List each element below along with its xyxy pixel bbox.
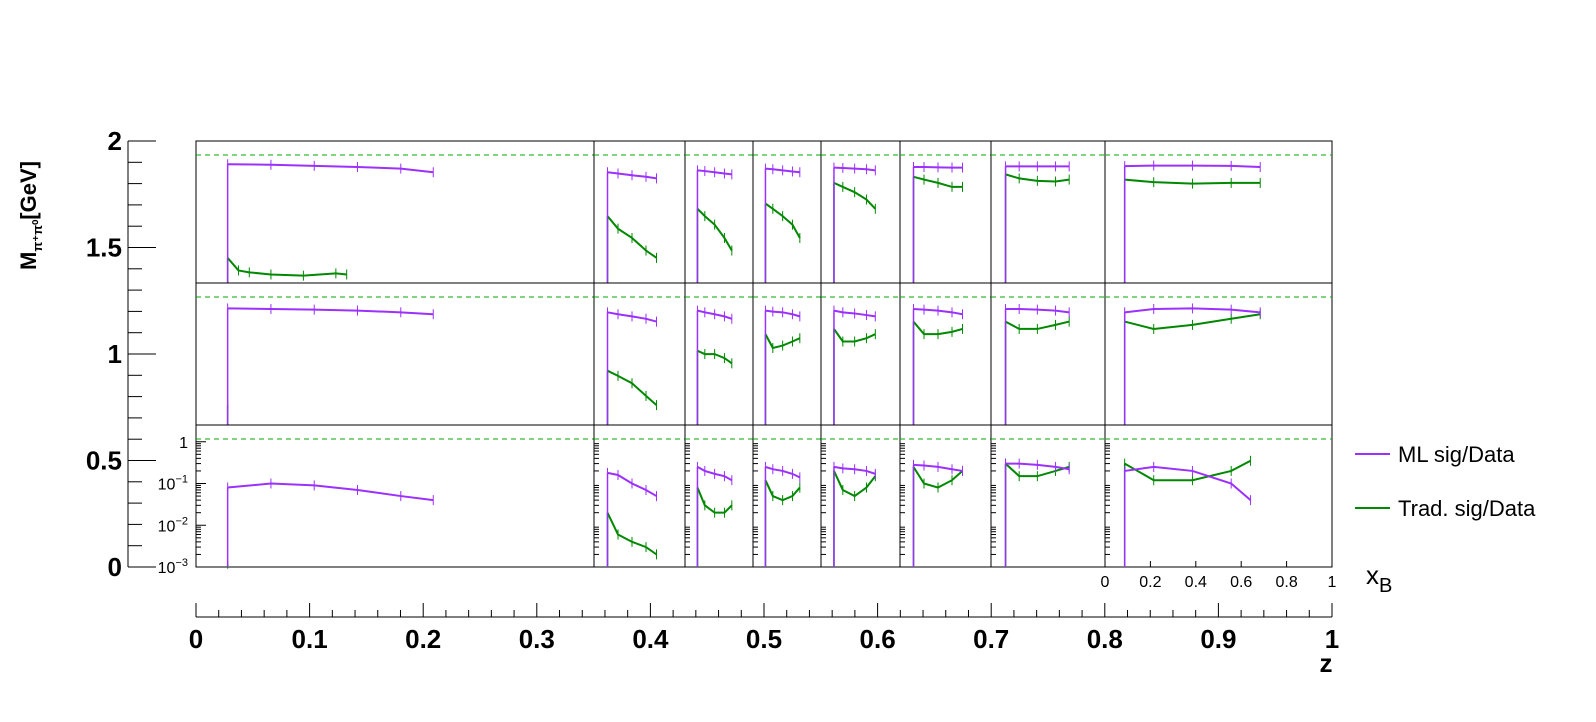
outer-x-tick-label: 0.5 [746, 624, 782, 654]
inner-y-tick-exponent: −1 [175, 474, 188, 486]
panel-frame [1104, 282, 1333, 426]
outer-x-axis: 0 0.1 0.2 0.3 0.4 0.5 0.6 0.7 0.8 0.9 1 [189, 603, 1339, 654]
trad-series-line [226, 257, 347, 277]
inner-y-tick-exponent: −3 [175, 557, 188, 569]
outer-y-tick-label: 0.5 [86, 446, 122, 476]
panel-frame [1104, 424, 1333, 568]
panel-frame [684, 424, 754, 568]
outer-x-tick-label: 0 [189, 624, 203, 654]
panel-frame [684, 140, 754, 284]
ml-series-line [227, 163, 434, 174]
trad-series-line [696, 208, 733, 252]
inner-x-tick-label: 0.2 [1139, 574, 1161, 591]
panel-r1-c4 [820, 282, 901, 426]
panel-r1-c6 [990, 282, 1106, 426]
z-axis-title: z [1320, 648, 1333, 678]
y-axis-title: Mπ⁺π⁰[GeV] [16, 161, 45, 270]
xb-axis-title: xB [1366, 560, 1392, 597]
inner-x-axis: 0 0.2 0.4 0.6 0.8 1 [1101, 561, 1337, 591]
outer-x-tick-label: 0.9 [1200, 624, 1236, 654]
outer-x-tick-label: 0.2 [405, 624, 441, 654]
outer-x-tick-label: 0.6 [860, 624, 896, 654]
inner-x-tick-label: 1 [1328, 574, 1337, 591]
outer-y-tick-label: 1.5 [86, 233, 122, 263]
panel-r0-c5 [899, 140, 992, 284]
panel-frame [195, 140, 595, 284]
panel-frame [990, 424, 1106, 568]
panel-frame [990, 140, 1106, 284]
inner-y-tick-label: 1 [179, 435, 188, 452]
panel-r2-c4 [820, 424, 901, 568]
inner-x-tick-label: 0.8 [1275, 574, 1297, 591]
panel-r2-c7 [1104, 424, 1333, 568]
inner-y-tick-base: 1 [179, 435, 188, 452]
panel-r2-c6 [990, 424, 1106, 568]
outer-x-tick-label: 0.7 [973, 624, 1009, 654]
outer-x-tick-label: 1 [1325, 624, 1339, 654]
panel-r0-c7 [1104, 140, 1333, 284]
outer-y-tick-label: 1 [108, 339, 122, 369]
inner-x-tick-label: 0.6 [1230, 574, 1252, 591]
panel-frame [820, 282, 901, 426]
outer-x-tick-label: 0.4 [632, 624, 669, 654]
inner-y-tick-base: 10 [158, 477, 176, 494]
inner-y-tick-label: 10−2 [158, 515, 188, 535]
inner-y-tick-label: 10−1 [158, 474, 188, 494]
panel-frame [752, 424, 822, 568]
panel-r0-c6 [990, 140, 1106, 284]
panel-r1-c0 [195, 282, 595, 426]
panel-frame [1104, 140, 1333, 284]
panel-frame [990, 282, 1106, 426]
outer-y-axis: 0 0.5 1 1.5 2 [86, 126, 156, 582]
panel-r1-c3 [752, 282, 822, 426]
inner-y-tick-exponent: −2 [175, 515, 188, 527]
outer-x-tick-label: 0.3 [519, 624, 555, 654]
panel-frame [752, 140, 822, 284]
ml-series-line [227, 482, 434, 502]
panel-frame [752, 282, 822, 426]
panel-r2-c0 [195, 424, 595, 569]
inner-x-tick-label: 0 [1101, 574, 1110, 591]
inner-y-tick-base: 10 [158, 518, 176, 535]
ml-series-line [227, 307, 434, 316]
panel-r1-c7 [1104, 282, 1333, 426]
outer-y-tick-label: 2 [108, 126, 122, 156]
legend: ML sig/Data Trad. sig/Data [1355, 442, 1536, 521]
panel-frame [195, 282, 595, 426]
panel-r1-c1 [593, 282, 686, 426]
inner-y-axis: 10−310−210−11 [158, 435, 1110, 577]
panel-r0-c2 [684, 140, 754, 284]
panel-r0-c4 [820, 140, 901, 284]
panel-frame [820, 424, 901, 568]
panel-r0-c0 [195, 140, 595, 284]
panel-r2-c1 [593, 424, 686, 568]
panel-frame [684, 282, 754, 426]
panel-r2-c2 [684, 424, 754, 568]
panel-r2-c3 [752, 424, 822, 568]
legend-ml-label: ML sig/Data [1398, 442, 1515, 467]
outer-x-tick-label: 0.1 [292, 624, 328, 654]
panel-frame [820, 140, 901, 284]
panel-r0-c3 [752, 140, 822, 284]
panel-r1-c5 [899, 282, 992, 426]
inner-y-tick-label: 10−3 [158, 557, 188, 577]
inner-y-tick-base: 10 [158, 560, 176, 577]
panel-grid [195, 140, 1333, 569]
inner-x-tick-label: 0.4 [1185, 574, 1207, 591]
panel-r1-c2 [684, 282, 754, 426]
trad-series-line [606, 512, 658, 556]
outer-x-tick-label: 0.8 [1087, 624, 1123, 654]
panel-r2-c5 [899, 424, 992, 568]
legend-trad-label: Trad. sig/Data [1398, 496, 1536, 521]
outer-y-tick-label: 0 [108, 552, 122, 582]
panel-r0-c1 [593, 140, 686, 284]
